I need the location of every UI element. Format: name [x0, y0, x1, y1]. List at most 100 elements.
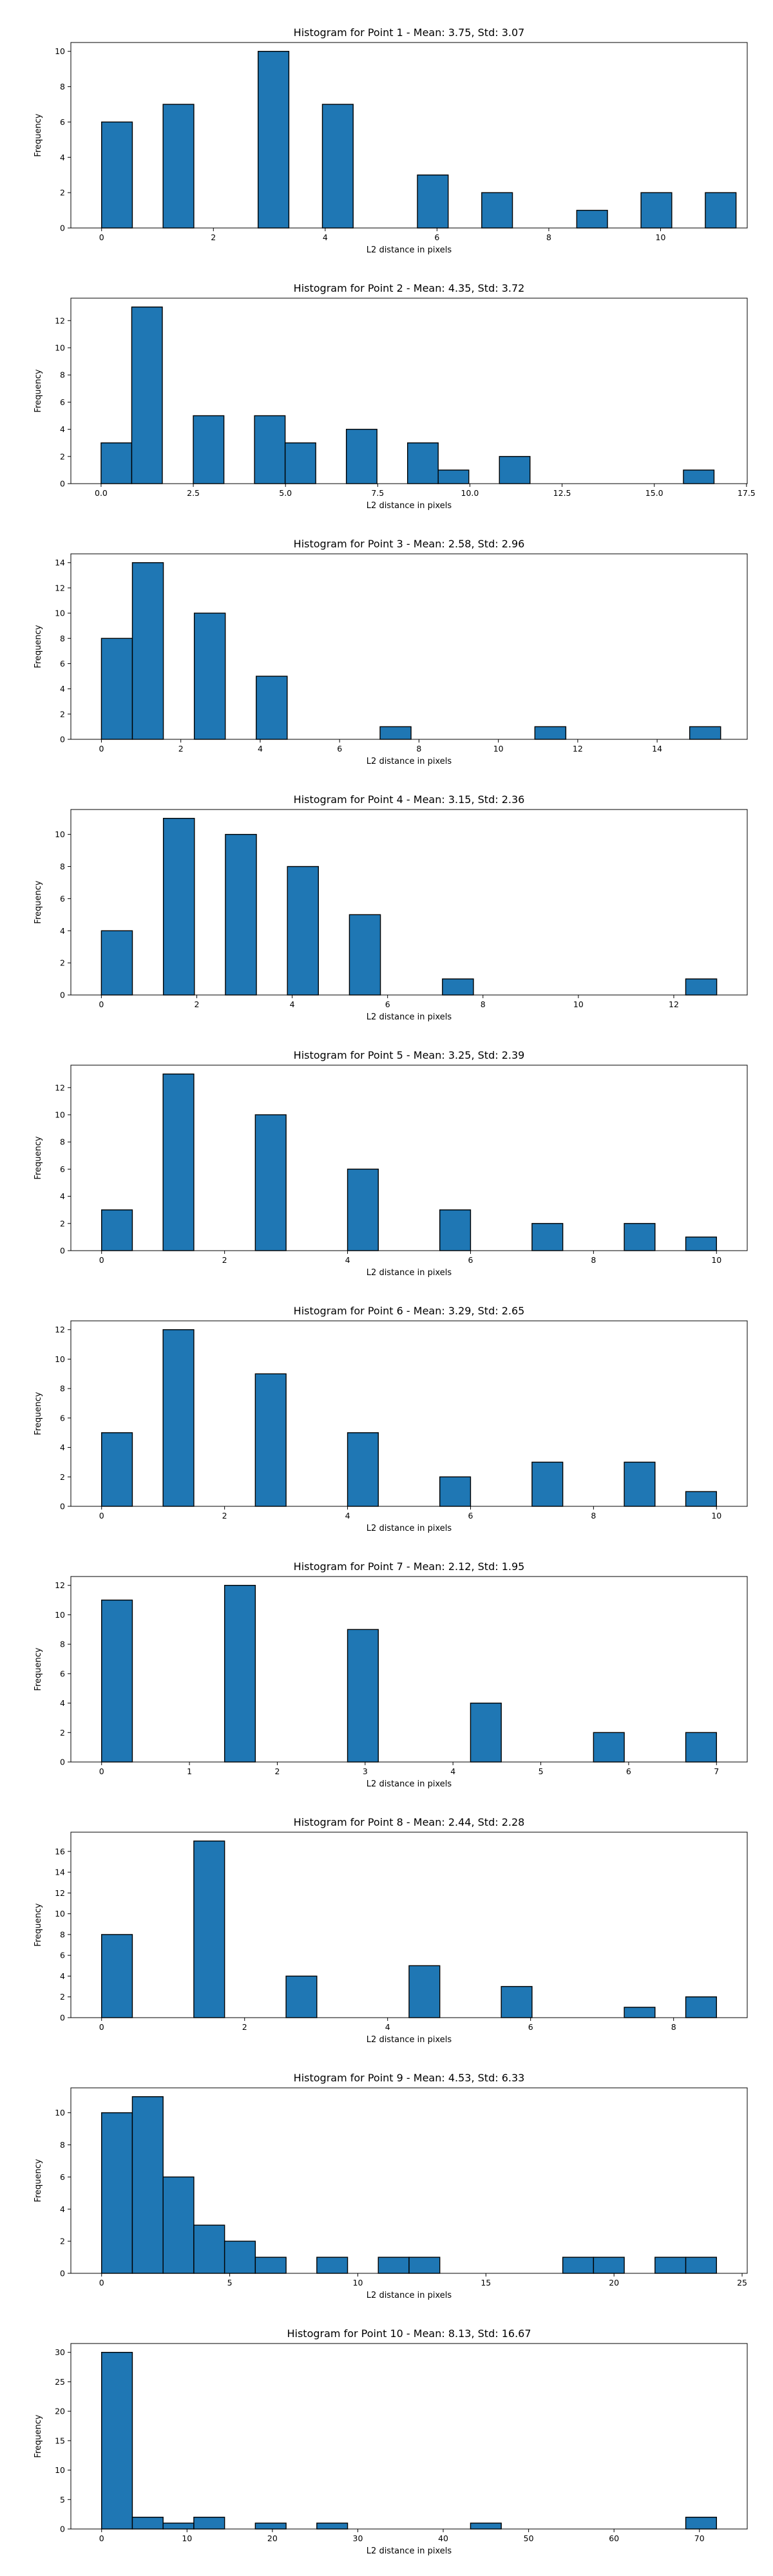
y-tick-label: 8 [60, 1137, 65, 1147]
y-tick-label: 8 [60, 370, 65, 380]
histogram-bar [593, 2257, 625, 2274]
y-axis-label: Frequency [33, 1392, 43, 1435]
chart-title: Histogram for Point 10 - Mean: 8.13, Std… [287, 2327, 531, 2340]
histogram-bar [101, 1432, 133, 1507]
histogram-bar [254, 2523, 287, 2530]
histogram-bar [225, 833, 257, 996]
chart-title: Histogram for Point 1 - Mean: 3.75, Std:… [294, 26, 525, 39]
histogram-bar [162, 2176, 195, 2274]
x-tick-label: 4 [385, 2022, 390, 2032]
y-tick-label: 2 [60, 188, 65, 198]
histogram-bar [470, 1702, 502, 1763]
histogram-bar [193, 2224, 225, 2274]
histogram-bar [131, 562, 164, 740]
histogram-bar [347, 1168, 379, 1251]
y-tick-label: 14 [55, 558, 65, 567]
y-tick-label: 10 [55, 343, 65, 353]
y-tick-label: 0 [60, 1757, 65, 1767]
y-tick-label: 10 [55, 1909, 65, 1918]
x-tick-label: 2 [195, 999, 200, 1009]
histogram-bar [685, 1732, 717, 1763]
y-axis-label: Frequency [33, 625, 43, 668]
y-tick-label: 0 [60, 223, 65, 233]
chart-title: Histogram for Point 7 - Mean: 2.12, Std:… [294, 1560, 525, 1573]
x-tick-label: 4 [290, 999, 295, 1009]
y-tick-label: 5 [60, 2495, 65, 2505]
x-tick-label: 12 [573, 744, 583, 753]
chart-title: Histogram for Point 9 - Mean: 4.53, Std:… [294, 2072, 525, 2084]
histogram-bar [100, 442, 133, 484]
x-tick-label: 6 [337, 744, 342, 753]
x-axis-label: L2 distance in pixels [367, 757, 452, 766]
y-axis-label: Frequency [33, 113, 43, 156]
x-tick-label: 10 [711, 1511, 721, 1520]
x-tick-label: 8 [671, 2022, 676, 2032]
histogram-bar [224, 1585, 256, 1763]
plot-frame [70, 1320, 748, 1507]
histogram-bar [287, 866, 320, 996]
chart-title: Histogram for Point 3 - Mean: 2.58, Std:… [294, 538, 525, 550]
histogram-bar [224, 2240, 256, 2274]
x-tick-label: 17.5 [738, 488, 756, 498]
y-tick-label: 2 [60, 709, 65, 719]
plot-frame [70, 2087, 748, 2274]
x-tick-label: 6 [385, 999, 390, 1009]
histogram-bar [624, 1223, 656, 1251]
histogram-bar [439, 1209, 472, 1251]
x-tick-label: 8 [416, 744, 421, 753]
x-axis-label: L2 distance in pixels [367, 2035, 452, 2045]
x-tick-label: 4 [450, 1766, 455, 1776]
x-tick-label: 4 [258, 744, 263, 753]
y-tick-label: 16 [55, 1846, 65, 1856]
histogram-bar [162, 1074, 195, 1251]
histogram-bar [685, 2517, 717, 2530]
x-tick-label: 2 [274, 1766, 280, 1776]
y-tick-label: 20 [55, 2407, 65, 2416]
histogram-bar [321, 104, 354, 229]
histogram-bar [131, 2517, 164, 2530]
y-tick-label: 2 [60, 1472, 65, 1482]
y-tick-label: 6 [60, 397, 65, 407]
chart-panel-4: Histogram for Point 4 - Mean: 3.15, Std:… [33, 793, 748, 1022]
histogram-bar [685, 2257, 717, 2274]
y-tick-label: 8 [60, 862, 65, 871]
plot-frame [70, 1832, 748, 2018]
y-tick-label: 8 [60, 1384, 65, 1394]
y-tick-label: 0 [60, 2269, 65, 2278]
x-tick-label: 8 [591, 1511, 596, 1520]
histogram-bar [254, 1373, 287, 1507]
histogram-bar [101, 1934, 133, 2018]
chart-panel-8: Histogram for Point 8 - Mean: 2.44, Std:… [33, 1816, 748, 2045]
y-tick-label: 4 [60, 684, 65, 694]
x-tick-label: 6 [626, 1766, 631, 1776]
y-tick-label: 0 [60, 1246, 65, 1256]
chart-panel-9: Histogram for Point 9 - Mean: 4.53, Std:… [33, 2072, 748, 2300]
x-tick-label: 15.0 [645, 488, 663, 498]
histogram-bar [689, 726, 721, 740]
histogram-bar [162, 2523, 195, 2530]
chart-panel-2: Histogram for Point 2 - Mean: 4.35, Std:… [33, 282, 756, 511]
chart-title: Histogram for Point 6 - Mean: 3.29, Std:… [294, 1305, 525, 1317]
y-tick-label: 8 [60, 634, 65, 643]
plot-frame [70, 2343, 748, 2530]
histogram-bar [531, 1223, 564, 1251]
y-tick-label: 10 [55, 2465, 65, 2475]
x-tick-label: 10 [353, 2278, 363, 2287]
x-tick-label: 50 [524, 2533, 534, 2543]
y-tick-label: 0 [60, 1502, 65, 1511]
y-tick-label: 8 [60, 1929, 65, 1939]
y-tick-label: 10 [55, 1110, 65, 1120]
y-tick-label: 8 [60, 82, 65, 91]
x-tick-label: 2.5 [187, 488, 200, 498]
x-tick-label: 20 [267, 2533, 278, 2543]
histogram-bar [254, 415, 286, 484]
histogram-bar [501, 1985, 533, 2018]
y-tick-label: 6 [60, 1164, 65, 1174]
histogram-bar [193, 415, 225, 484]
x-tick-label: 10.0 [461, 488, 479, 498]
histogram-bar [100, 638, 133, 740]
x-tick-label: 70 [694, 2533, 705, 2543]
histogram-bar [379, 726, 412, 740]
x-tick-label: 20 [609, 2278, 619, 2287]
y-tick-label: 2 [60, 958, 65, 968]
